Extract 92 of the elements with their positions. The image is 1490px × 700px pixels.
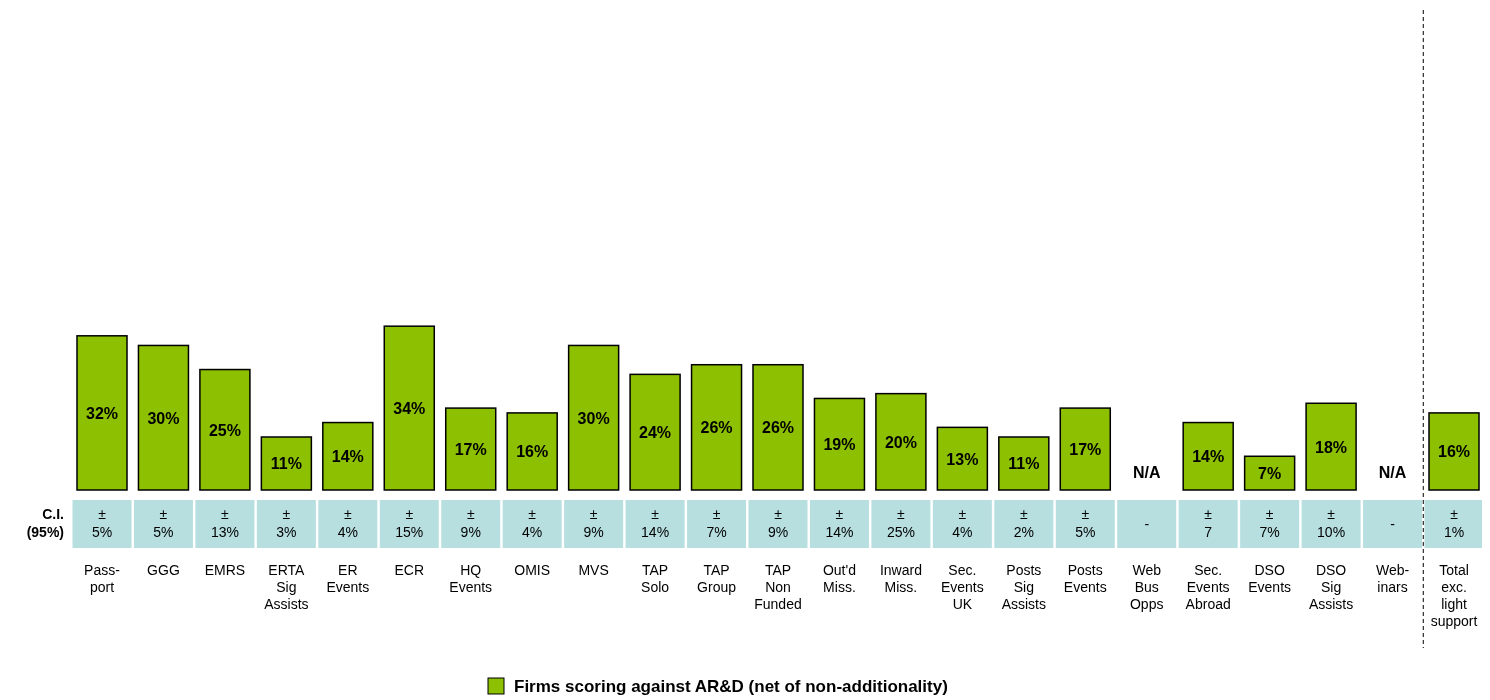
data-label: 26% <box>761 419 795 437</box>
bar <box>752 363 804 491</box>
text: ± 7% <box>706 506 727 540</box>
text: ± 4% <box>952 506 973 540</box>
bar <box>199 368 251 491</box>
bar <box>1428 412 1480 491</box>
data-label: 17% <box>454 441 487 459</box>
bar <box>690 363 743 491</box>
text: ± 14% <box>825 506 854 540</box>
text: ± 14% <box>641 506 670 540</box>
x-tick-label: ERTA Sig Assists <box>264 562 309 612</box>
x-tick-label: Pass- port <box>84 562 121 595</box>
x-tick-label: OMIS <box>514 562 551 578</box>
bar <box>260 436 313 491</box>
text: ± 7 <box>1204 506 1213 540</box>
x-tick-label: Posts Events <box>1063 562 1107 595</box>
bar <box>875 392 927 491</box>
text: ± 5% <box>91 506 113 540</box>
text: ± 4% <box>522 506 543 540</box>
bar <box>1059 407 1112 491</box>
data-label: 20% <box>884 433 917 451</box>
text: ± 2% <box>1013 506 1034 540</box>
x-tick-label: TAP Solo <box>641 562 670 595</box>
text: ± 9% <box>583 506 604 540</box>
bar <box>629 373 681 491</box>
x-tick-label: Out'd Miss. <box>822 562 856 595</box>
x-tick-label: Web- inars <box>1375 562 1410 595</box>
text: ± 4% <box>337 506 358 540</box>
x-tick-label: Inward Miss. <box>879 562 922 595</box>
data-label: 32% <box>85 404 119 422</box>
text: ± 5% <box>1075 506 1096 540</box>
data-label: 24% <box>639 424 672 442</box>
bar <box>1182 421 1234 491</box>
bar <box>998 436 1050 491</box>
x-tick-label: TAP Non Funded <box>754 562 802 612</box>
data-label: 30% <box>147 409 180 427</box>
bar <box>322 421 374 491</box>
bar <box>506 412 558 491</box>
text: ± 1% <box>1443 506 1465 540</box>
text: ± 10% <box>1317 506 1346 540</box>
bar <box>137 344 190 491</box>
bar <box>76 335 128 491</box>
x-tick-label: TAP Group <box>697 562 737 595</box>
text: ± 15% <box>395 506 424 540</box>
data-label: 14% <box>1192 448 1225 466</box>
bar <box>567 344 620 491</box>
x-tick-label: MVS <box>578 562 609 578</box>
x-tick-label: Web Bus Opps <box>1129 562 1164 612</box>
text: ± 25% <box>886 506 915 540</box>
data-label: 34% <box>393 400 426 418</box>
text: ± 5% <box>153 506 174 540</box>
text: C.I. (95%) <box>26 506 64 540</box>
bar <box>936 426 989 491</box>
data-label: 13% <box>946 450 979 468</box>
x-tick-label: Sec. Events UK <box>940 562 984 612</box>
bar <box>444 407 497 491</box>
x-tick-label: Sec. Events Abroad <box>1185 562 1231 612</box>
data-label: 26% <box>700 419 733 437</box>
data-label: 17% <box>1069 441 1102 459</box>
x-tick-label: Posts Sig Assists <box>1001 562 1046 612</box>
text: ± 13% <box>210 506 239 540</box>
x-tick-label: GGG <box>147 562 180 578</box>
bar <box>1305 402 1357 491</box>
data-label: 14% <box>331 448 364 466</box>
text: - <box>1144 516 1150 532</box>
x-tick-label: DSO Sig Assists <box>1308 562 1354 612</box>
data-label: 19% <box>823 436 856 454</box>
data-label: 16% <box>516 443 549 461</box>
text: ± 9% <box>460 506 481 540</box>
text: N/A <box>1378 464 1407 481</box>
bar <box>1243 455 1296 491</box>
legend-label: Firms scoring against AR&D (net of non-additionality) <box>514 677 948 696</box>
text: N/A <box>1132 464 1161 481</box>
x-tick-label: EMRS <box>204 562 246 578</box>
data-label: 30% <box>577 409 610 427</box>
data-label: 11% <box>1008 455 1040 473</box>
x-tick-label: ER Events <box>326 562 370 595</box>
data-label: 18% <box>1315 438 1348 456</box>
x-tick-label: ECR <box>394 562 425 578</box>
x-tick-label: Total exc. light support <box>1430 562 1478 629</box>
data-label: 16% <box>1437 443 1471 461</box>
text: ± 7% <box>1259 506 1280 540</box>
data-label: 25% <box>208 421 241 439</box>
bar <box>813 397 866 491</box>
data-label: 11% <box>270 455 302 473</box>
x-tick-label: HQ Events <box>449 562 493 595</box>
text: ± 9% <box>767 506 789 540</box>
text: ± 3% <box>276 506 297 540</box>
bar <box>383 325 436 491</box>
text: - <box>1390 516 1396 532</box>
x-tick-label: DSO Events <box>1248 562 1292 595</box>
data-label: 7% <box>1258 465 1282 483</box>
